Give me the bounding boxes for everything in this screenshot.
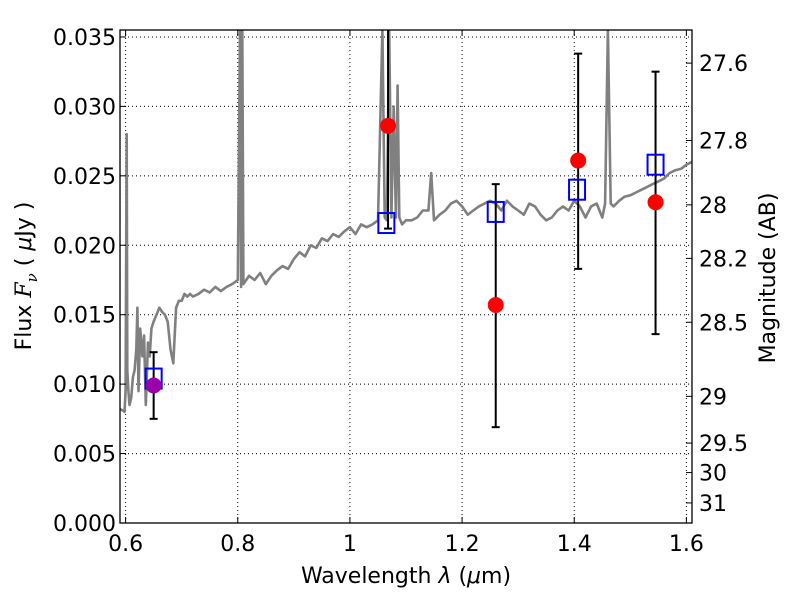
- y-tick-label: 0.005: [53, 443, 116, 468]
- x-axis-title: Wavelength λ (μm): [301, 564, 511, 589]
- model-spectrum-line: [120, 30, 692, 414]
- circle-marker: [487, 296, 504, 313]
- y2-tick-label: 27.6: [699, 52, 748, 77]
- y2-tick-labels: 27.6 27.8 28 28.2 28.5 29 29.5 30 31: [699, 52, 748, 517]
- y-tick-labels: 0.000 0.005 0.010 0.015 0.020 0.025 0.030 0.035: [53, 26, 116, 537]
- y-axis-title: Flux Fν ( μJy ): [12, 202, 41, 351]
- model-spectrum-layer: [120, 30, 692, 414]
- circle-marker: [647, 194, 664, 211]
- x-tick-label: 1.4: [557, 532, 592, 557]
- square-marker: [568, 178, 587, 201]
- square-marker: [486, 200, 505, 223]
- x-tick-label: 1: [343, 532, 357, 557]
- circle-marker: [570, 152, 587, 169]
- y-tick-label: 0.030: [53, 95, 116, 120]
- square-marker: [646, 153, 665, 176]
- y2-tick-label: 29: [699, 385, 727, 410]
- y-tick-label: 0.000: [53, 512, 116, 537]
- y-tick-label: 0.025: [53, 165, 116, 190]
- x-tick-labels: 0.6 0.8 1 1.2 1.4 1.6: [108, 532, 704, 557]
- circle-marker: [145, 377, 162, 394]
- y2-tick-label: 29.5: [699, 432, 748, 457]
- circle-marker: [380, 117, 397, 134]
- plot-frame: [119, 29, 693, 524]
- y2-tick-label: 28.5: [699, 311, 748, 336]
- y2-tick-label: 28.2: [699, 247, 748, 272]
- y2-tick-label: 31: [699, 492, 727, 517]
- y-tick-label: 0.020: [53, 234, 116, 259]
- x-tick-label: 0.6: [108, 532, 143, 557]
- y-tick-label: 0.015: [53, 304, 116, 329]
- x-tick-label: 1.2: [445, 532, 480, 557]
- y2-tick-label: 27.8: [699, 129, 748, 154]
- x-tick-label: 1.6: [669, 532, 704, 557]
- y2-axis-title: Magnitude (AB): [756, 193, 781, 364]
- y2-tick-label: 28: [699, 194, 727, 219]
- y2-tick-label: 30: [699, 462, 727, 487]
- y-tick-label: 0.010: [53, 373, 116, 398]
- y-tick-label: 0.035: [53, 26, 116, 51]
- square-marker: [377, 212, 396, 235]
- x-tick-label: 0.8: [220, 532, 255, 557]
- axis-ticks: [120, 30, 692, 524]
- marker-layer: [144, 117, 665, 394]
